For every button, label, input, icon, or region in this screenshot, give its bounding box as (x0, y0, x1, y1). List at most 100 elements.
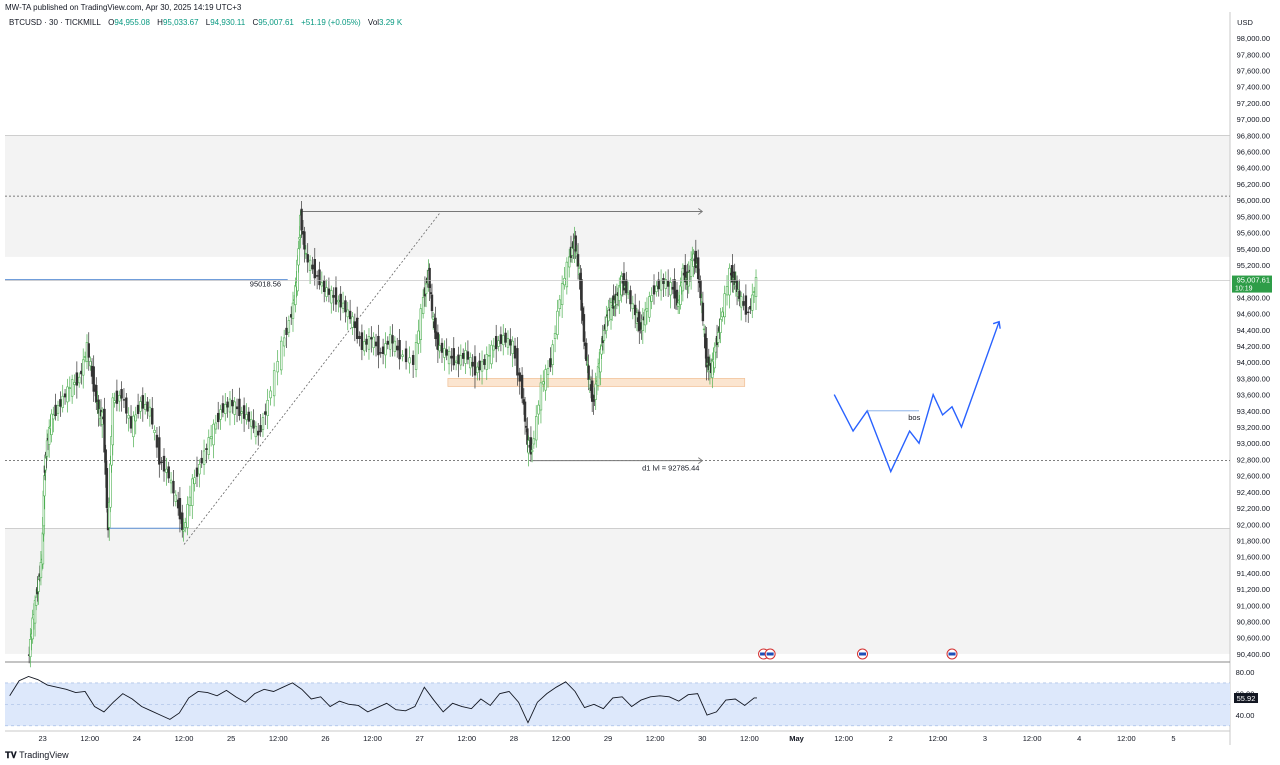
candle-body (313, 259, 316, 279)
time-tick-label: 28 (510, 734, 518, 743)
candle-body (92, 366, 95, 392)
time-tick-label: 12:00 (457, 734, 476, 743)
candle-body (139, 401, 142, 412)
candle-body (450, 355, 453, 359)
candle-body (641, 318, 645, 331)
candle-body (132, 415, 135, 438)
candle-body (238, 398, 241, 416)
candle-body (404, 348, 408, 363)
candle-body (650, 295, 653, 302)
price-tick-label: 94,400.00 (1237, 326, 1270, 335)
candle-body (87, 343, 90, 358)
price-tick-label: 93,800.00 (1237, 374, 1270, 383)
candle-body (676, 302, 680, 307)
candle-body (233, 401, 236, 415)
candle-body (325, 287, 328, 297)
candle-body (70, 379, 74, 397)
price-tick-label: 94,000.00 (1237, 358, 1270, 367)
candle-body (749, 305, 752, 310)
candle-body (386, 340, 390, 345)
legend-open: 94,955.08 (114, 18, 150, 27)
candle-body (487, 355, 491, 357)
candle-body (596, 366, 600, 387)
time-tick-label: 25 (227, 734, 235, 743)
candle-body (334, 287, 338, 305)
flag-stripe (859, 652, 866, 656)
candle-body (191, 478, 194, 506)
legend-high: 95,033.67 (162, 18, 199, 27)
candle-body (224, 404, 227, 414)
candle-body (558, 299, 561, 310)
candle-body (592, 398, 595, 402)
oscillator-value-label: 55.92 (1237, 694, 1256, 703)
candle-body (585, 342, 588, 361)
price-tick-label: 92,800.00 (1237, 455, 1270, 464)
candle-body (172, 481, 175, 494)
candle-body (391, 335, 394, 344)
candle-body (738, 290, 741, 299)
candle-body (75, 372, 79, 386)
footer-brand[interactable]: 𝐓𝐕 TradingView (5, 750, 69, 761)
candle-body (259, 425, 262, 433)
candle-body (666, 280, 670, 287)
trend-line (183, 212, 441, 545)
candle-body (377, 335, 380, 356)
time-tick-label: 27 (415, 734, 423, 743)
candle-body (700, 301, 703, 303)
candle-body (169, 479, 173, 484)
candle-body (582, 314, 586, 342)
candle-body (37, 579, 40, 592)
candle-body (205, 448, 208, 451)
candle-body (568, 256, 571, 268)
candle-body (247, 411, 251, 422)
legend-symbol[interactable]: BTCUSD · 30 · TICKMILL (9, 18, 101, 27)
time-tick-label: 26 (321, 734, 329, 743)
time-tick-label: 12:00 (646, 734, 665, 743)
candle-body (127, 414, 130, 419)
bos-label: bos (908, 413, 920, 422)
price-tick-label: 98,000.00 (1237, 34, 1270, 43)
candle-body (645, 308, 649, 312)
candle-body (539, 382, 543, 411)
candle-body (266, 399, 269, 416)
candle-body (276, 361, 279, 373)
time-tick-label: 12:00 (1117, 734, 1136, 743)
candle-body (297, 248, 300, 266)
candle-body (228, 398, 232, 413)
candle-body (249, 419, 253, 427)
price-tick-label: 92,000.00 (1237, 520, 1270, 529)
price-tick-label: 92,600.00 (1237, 472, 1270, 481)
candle-body (341, 302, 345, 309)
candle-body (78, 376, 81, 384)
candle-body (711, 360, 714, 378)
candle-body (574, 235, 577, 252)
price-tick-label: 94,800.00 (1237, 293, 1270, 302)
currency-label: USD (1237, 18, 1253, 27)
oscillator-value-badge (1234, 693, 1258, 704)
candle-body (43, 475, 46, 497)
price-tick-label: 96,200.00 (1237, 180, 1270, 189)
candle-body (105, 468, 109, 508)
candle-body (151, 408, 154, 425)
candle-body (629, 290, 632, 305)
candle-body (480, 361, 484, 372)
price-tick-label: 93,600.00 (1237, 391, 1270, 400)
tradingview-logo-icon: 𝐓𝐕 (5, 750, 17, 760)
candle-body (320, 282, 324, 287)
candle-body (535, 416, 538, 441)
legend-change: +51.19 (+0.05%) (301, 18, 361, 27)
legend-high-label: H (157, 18, 163, 27)
candle-body (294, 285, 297, 305)
candle-body (430, 294, 434, 312)
candle-body (626, 292, 630, 295)
time-tick-label: 12:00 (175, 734, 194, 743)
candle-body (520, 374, 524, 399)
candle-body (754, 277, 758, 297)
candle-body (216, 412, 220, 423)
candle-body (652, 285, 656, 295)
candle-body (689, 259, 693, 277)
candle-body (367, 335, 371, 350)
candle-body (396, 345, 399, 351)
candle-body (469, 357, 472, 369)
